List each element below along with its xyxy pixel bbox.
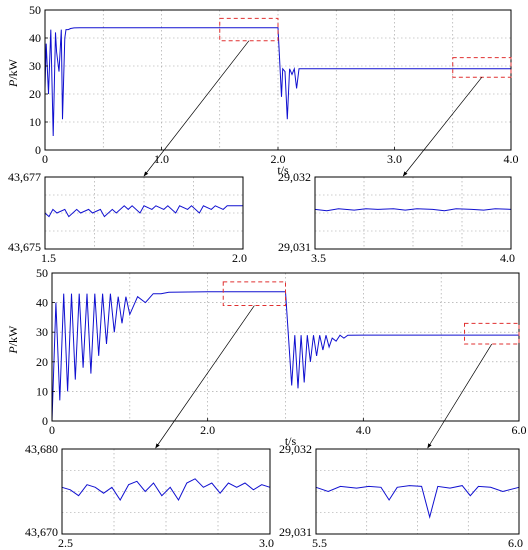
x-tick-label: 2.0 <box>200 423 215 437</box>
y-axis-label: P/kW <box>6 58 20 88</box>
bottom-left-zoom-chart: 2.5 3.0 43,670 43,680 <box>25 442 274 550</box>
x-tick-label: 3.0 <box>387 152 402 166</box>
y-tick-label: 43,680 <box>25 442 58 456</box>
series-line-1 <box>44 205 243 218</box>
y-axis-label-unit: /kW <box>6 325 20 346</box>
x-tick-label: 2.5 <box>58 536 73 550</box>
x-tick-label: 1.5 <box>41 251 56 265</box>
x-tick-label: 0 <box>42 152 48 166</box>
zoom-region-box-2 <box>452 57 512 78</box>
series-line-1 <box>44 27 511 137</box>
y-tick-label: 10 <box>29 115 41 129</box>
zoom-pointer-arrows <box>143 40 493 449</box>
series-line-1 <box>314 208 512 212</box>
x-axis-label: t/s <box>277 163 289 177</box>
y-axis-label-unit: /kW <box>6 58 20 79</box>
y-tick-label: 30 <box>29 59 41 73</box>
y-tick-label: 50 <box>36 266 48 280</box>
zoom-pointer-arrow <box>143 40 250 177</box>
x-tick-label: 6.0 <box>512 423 527 437</box>
x-tick-label: 5.5 <box>312 536 327 550</box>
x-tick-label: 2.0 <box>232 251 247 265</box>
y-tick-label: 50 <box>29 3 41 17</box>
top-left-zoom-chart: 1.5 2.0 43,675 43,677 <box>8 170 247 265</box>
x-tick-label: 6.0 <box>508 536 523 550</box>
y-tick-label: 20 <box>36 355 48 369</box>
zoom-region-box-1 <box>219 17 279 42</box>
plot-frame <box>314 176 512 250</box>
y-axis-label-variable: P <box>6 346 20 355</box>
y-tick-label: 40 <box>36 296 48 310</box>
zoom-region-box-1 <box>222 281 287 307</box>
y-tick-label: 29,032 <box>278 170 311 184</box>
x-tick-label: 3.0 <box>259 536 274 550</box>
zoom-pointer-arrow <box>427 343 493 449</box>
x-tick-label: 2.0 <box>271 152 286 166</box>
plot-frame <box>44 176 244 250</box>
y-tick-label: 30 <box>36 325 48 339</box>
zoom-pointer-arrow <box>402 76 483 177</box>
y-tick-label: 29,032 <box>279 442 312 456</box>
series-line-1 <box>315 485 520 519</box>
y-tick-label: 0 <box>35 143 41 157</box>
y-tick-label: 43,677 <box>8 170 41 184</box>
x-tick-label: 4.0 <box>504 152 519 166</box>
x-tick-label: 3.5 <box>311 251 326 265</box>
y-tick-label: 10 <box>36 384 48 398</box>
y-axis-label-variable: P <box>6 79 20 88</box>
zoom-pointer-arrow <box>155 305 255 449</box>
x-tick-label: 4.0 <box>500 251 515 265</box>
y-tick-label: 40 <box>29 31 41 45</box>
x-axis-label: t/s <box>285 434 297 448</box>
y-tick-label: 29,031 <box>278 240 311 254</box>
y-tick-label: 0 <box>42 414 48 428</box>
y-tick-label: 43,675 <box>8 240 41 254</box>
y-tick-label: 20 <box>29 87 41 101</box>
x-tick-label: 0 <box>49 423 55 437</box>
top-right-zoom-chart: 3.5 4.0 29,031 29,032 <box>278 170 515 265</box>
plot-frame <box>315 448 520 535</box>
y-axis-label: P/kW <box>6 325 20 355</box>
plot-frame <box>61 448 271 535</box>
x-tick-label: 1.0 <box>154 152 169 166</box>
y-tick-label: 43,670 <box>25 525 58 539</box>
series-line-1 <box>61 478 271 502</box>
x-tick-label: 4.0 <box>356 423 371 437</box>
series-line-1 <box>51 291 519 422</box>
bottom-right-zoom-chart: 5.5 6.0 29,031 29,032 <box>279 442 523 550</box>
y-tick-label: 29,031 <box>279 525 312 539</box>
bottom-main-chart: 0 2.0 4.0 6.0 0 10 20 30 40 50 t/s P/kW <box>6 266 527 448</box>
plot-frame <box>51 272 520 422</box>
top-main-chart: 0 1.0 2.0 3.0 4.0 0 10 20 30 40 50 t/s P/kW <box>6 3 519 177</box>
zoom-region-box-2 <box>464 322 520 345</box>
